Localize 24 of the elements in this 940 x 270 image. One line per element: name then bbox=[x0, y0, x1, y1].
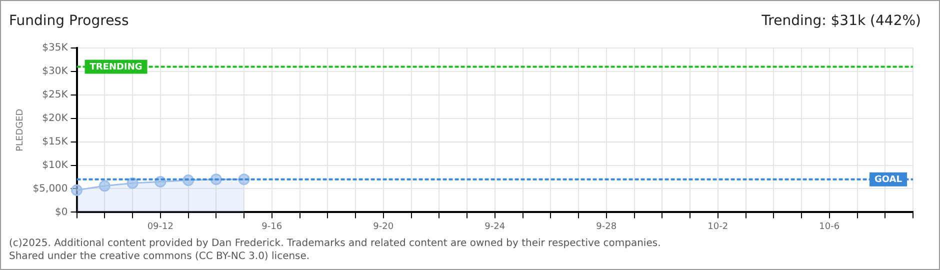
y-axis-title: PLEDGED bbox=[16, 108, 26, 152]
ref-line-label: GOAL bbox=[874, 175, 902, 186]
chart-title: Funding Progress bbox=[9, 13, 129, 29]
text: (c)2025. Additional content provided by Dan Frederick. Trademarks and related content are owned by their respective companies. bbox=[9, 238, 661, 249]
point bbox=[71, 184, 83, 196]
x-tick-label: 9-16 bbox=[262, 222, 282, 232]
y-tick-label: $20K bbox=[42, 112, 68, 124]
y-tick-label: $25K bbox=[42, 90, 68, 101]
x-tick-label: 9-28 bbox=[596, 222, 617, 232]
y-tick-label: $0 bbox=[55, 206, 68, 218]
y-tick-label: $15K bbox=[42, 136, 68, 148]
y-tick-label: $30K bbox=[42, 66, 68, 78]
text: Shared under the creative commons (CC BY-NC 3.0) license. bbox=[9, 251, 310, 262]
y-tick-label: $5,000 bbox=[32, 183, 68, 194]
point bbox=[98, 180, 110, 192]
x-tick-label: 9-20 bbox=[373, 222, 394, 232]
ref-line-label: TRENDING bbox=[90, 62, 142, 73]
y-tick-label: $10K bbox=[42, 160, 68, 171]
x-tick-label: 09-12 bbox=[147, 222, 174, 232]
x-tick-label: 10-2 bbox=[708, 222, 728, 232]
x-tick-label: 9-24 bbox=[484, 222, 506, 232]
y-tick-label: $35K bbox=[42, 42, 68, 54]
text: Trending: $31k (442%) bbox=[762, 13, 921, 29]
x-tick-label: 10-6 bbox=[819, 222, 840, 232]
